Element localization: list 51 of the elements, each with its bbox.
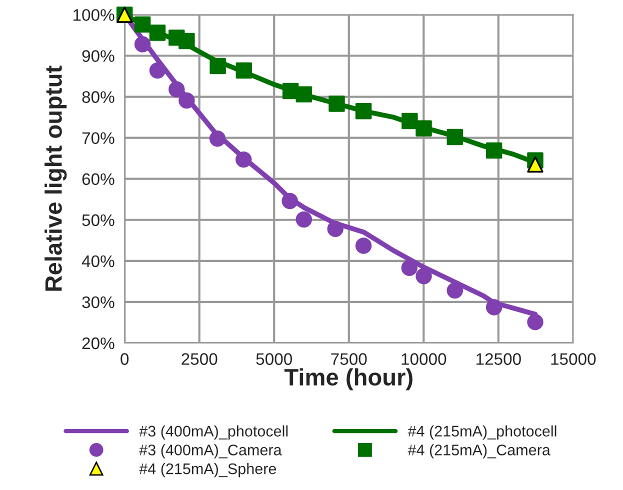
point	[527, 156, 544, 173]
point	[486, 299, 502, 316]
point	[527, 314, 544, 330]
point	[355, 103, 372, 120]
point	[210, 58, 226, 74]
point	[236, 62, 252, 79]
point	[486, 142, 502, 159]
point	[209, 130, 226, 147]
x-tick-label: 5000	[256, 353, 292, 365]
y-tick-label: 100%	[74, 9, 114, 21]
legend-label: #4 (215mA)_Camera	[408, 444, 550, 458]
y-tick-label: 30%	[82, 296, 114, 308]
y-tick-label: 40%	[82, 255, 114, 268]
legend-label: #4 (215mA)_Sphere	[139, 463, 276, 478]
point	[178, 92, 195, 109]
point	[134, 36, 151, 52]
y-tick-label: 60%	[82, 173, 114, 186]
legend-label: #3 (400mA)_photocell	[139, 425, 288, 440]
x-tick-label: 12500	[476, 353, 521, 365]
y-tick-label: 70%	[82, 132, 114, 144]
point	[149, 24, 166, 41]
point	[168, 81, 185, 98]
x-tick-label: 7500	[331, 353, 367, 365]
point	[282, 192, 298, 210]
y-tick-label: 50%	[82, 214, 114, 226]
point	[327, 220, 344, 238]
legend-label: #3 (400mA)_Camera	[139, 444, 282, 458]
y-tick-label: 20%	[82, 337, 114, 350]
point	[416, 120, 432, 136]
point	[446, 282, 464, 299]
x-tick-label: 10000	[402, 353, 446, 365]
x-axis-title: Time (hour)	[284, 368, 412, 390]
y-axis-title: Relative light ouptut	[44, 66, 67, 291]
point	[178, 32, 195, 50]
point	[236, 151, 252, 168]
point	[296, 86, 312, 102]
point	[296, 211, 312, 228]
x-tick-label: 0	[120, 353, 129, 365]
y-tick-label: 80%	[82, 91, 114, 103]
point	[134, 16, 151, 33]
point	[446, 128, 464, 146]
x-tick-label: 2500	[182, 353, 218, 365]
point	[402, 112, 418, 130]
point	[328, 96, 345, 112]
y-tick-label: 90%	[82, 50, 114, 62]
point	[401, 260, 418, 276]
point	[355, 238, 372, 254]
legend-label: #4 (215mA)_photocell	[408, 425, 556, 440]
point	[416, 268, 432, 284]
point	[149, 62, 166, 79]
x-tick-label: 15000	[551, 353, 596, 365]
